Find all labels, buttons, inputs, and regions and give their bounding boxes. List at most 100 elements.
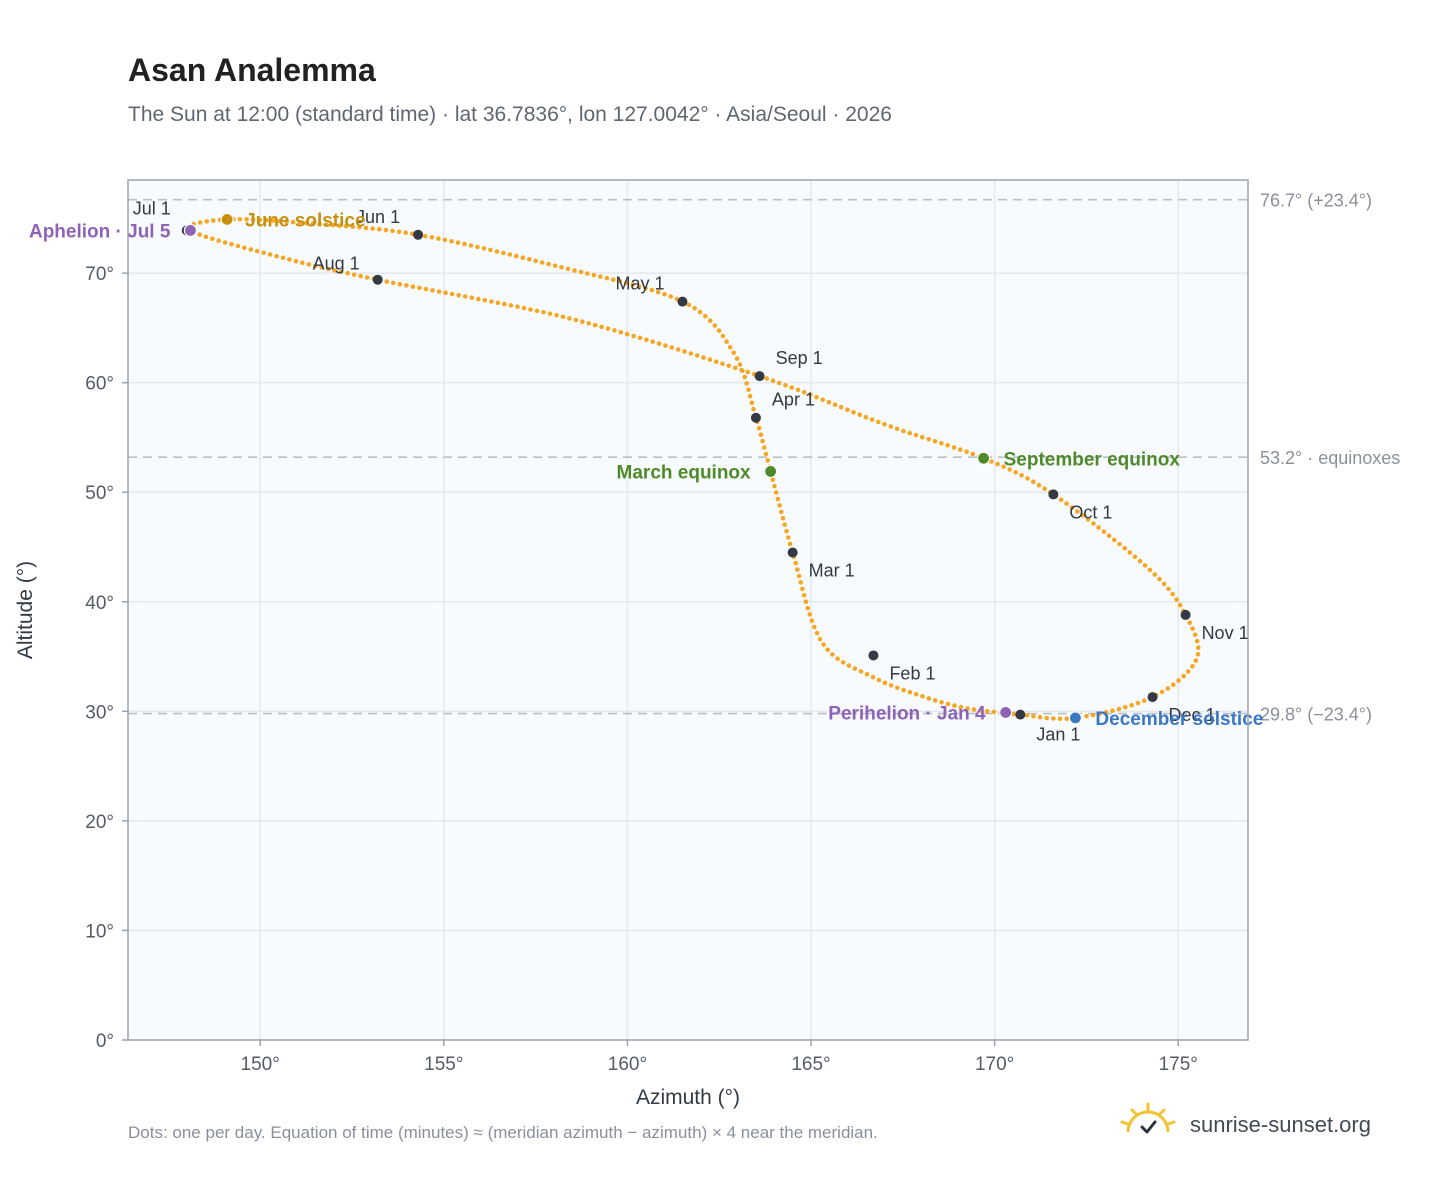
y-tick-label: 30° xyxy=(85,702,114,723)
daily-sun-dot xyxy=(495,300,501,306)
daily-sun-dot xyxy=(727,344,733,350)
daily-sun-dot xyxy=(920,434,925,440)
daily-sun-dot xyxy=(907,430,912,436)
daily-sun-dot xyxy=(864,671,870,677)
daily-sun-dot xyxy=(229,242,234,247)
daily-sun-dot xyxy=(763,451,769,457)
y-tick-label: 10° xyxy=(85,921,114,942)
daily-sun-dot xyxy=(737,362,743,367)
daily-sun-dot xyxy=(808,392,813,398)
daily-sun-dot xyxy=(469,295,475,301)
daily-sun-dot xyxy=(773,490,779,495)
daily-sun-dot xyxy=(248,247,254,252)
daily-sun-dot xyxy=(1129,702,1134,708)
daily-sun-dot xyxy=(630,282,635,287)
daily-sun-dot xyxy=(1007,467,1012,472)
daily-sun-dot xyxy=(1025,476,1030,481)
daily-sun-dot xyxy=(210,236,215,242)
daily-sun-dot xyxy=(552,263,558,269)
daily-sun-dot xyxy=(410,284,416,290)
daily-sun-dot xyxy=(814,630,820,636)
daily-sun-dot xyxy=(623,280,629,286)
daily-sun-dot xyxy=(280,255,286,261)
daily-sun-dot xyxy=(1057,716,1063,722)
daily-sun-dot xyxy=(1110,708,1115,713)
daily-sun-dot xyxy=(805,605,811,611)
reference-line-label: 53.2° · equinoxes xyxy=(1260,448,1400,468)
daily-sun-dot xyxy=(663,343,668,348)
daily-sun-dot xyxy=(396,229,402,235)
daily-sun-dot xyxy=(1042,486,1047,492)
daily-sun-dot xyxy=(1165,686,1171,691)
daily-sun-dot xyxy=(599,324,604,330)
daily-sun-dot xyxy=(429,235,435,240)
daily-sun-dot xyxy=(801,390,807,395)
daily-sun-dot xyxy=(520,255,526,260)
daily-sun-dot xyxy=(826,399,832,405)
daily-sun-dot xyxy=(515,304,520,310)
reference-line-label: 76.7° (+23.4°) xyxy=(1260,191,1372,211)
daily-sun-dot xyxy=(1101,529,1107,534)
daily-sun-dot xyxy=(845,407,850,413)
daily-sun-dot xyxy=(1011,711,1016,717)
daily-sun-dot xyxy=(343,223,349,229)
daily-sun-dot xyxy=(1181,673,1186,679)
daily-sun-dot xyxy=(692,306,697,311)
month-label: Jun 1 xyxy=(356,207,400,227)
daily-sun-dot xyxy=(351,272,357,278)
daily-sun-dot xyxy=(913,432,919,438)
month-label: Oct 1 xyxy=(1069,502,1112,522)
daily-sun-dot xyxy=(370,226,376,231)
daily-sun-dot xyxy=(1159,689,1165,695)
daily-sun-dot xyxy=(939,441,944,446)
daily-sun-dot xyxy=(1171,682,1176,687)
daily-sun-dot xyxy=(798,580,803,585)
daily-sun-dot xyxy=(882,680,888,686)
daily-sun-dot xyxy=(863,414,869,420)
daily-sun-dot xyxy=(1185,669,1191,674)
daily-sun-dot xyxy=(1085,517,1091,522)
daily-sun-dot xyxy=(932,698,938,703)
daily-sun-dot xyxy=(297,220,303,225)
daily-sun-dot xyxy=(694,353,700,358)
brand-logo[interactable]: sunrise-sunset.org xyxy=(1120,1100,1420,1150)
daily-sun-dot xyxy=(254,248,260,254)
month-label: Sep 1 xyxy=(776,348,823,368)
daily-sun-dot xyxy=(319,265,325,270)
daily-sun-dot xyxy=(605,326,611,331)
chart-subtitle: The Sun at 12:00 (standard time) · lat 3… xyxy=(128,103,892,126)
daily-sun-dot xyxy=(682,349,687,354)
daily-sun-dot xyxy=(377,226,382,232)
event-marker xyxy=(183,223,198,237)
daily-sun-dot xyxy=(1024,713,1030,718)
daily-sun-dot xyxy=(1013,470,1018,475)
event-marker xyxy=(977,451,991,465)
daily-sun-dot xyxy=(800,586,805,592)
daily-sun-dot xyxy=(507,252,513,257)
daily-sun-dot xyxy=(323,222,329,227)
daily-sun-dot xyxy=(1177,602,1183,608)
brand-name: sunrise-sunset.org xyxy=(1190,1112,1371,1137)
daily-sun-dot xyxy=(789,385,794,390)
daily-sun-dot xyxy=(1031,714,1036,719)
daily-sun-dot xyxy=(786,535,791,540)
daily-sun-dot xyxy=(782,522,787,527)
daily-sun-dot xyxy=(624,331,630,337)
month-label: Feb 1 xyxy=(889,663,935,683)
month-label: Dec 1 xyxy=(1169,705,1216,725)
daily-sun-dot xyxy=(304,220,309,226)
daily-sun-dot xyxy=(284,219,289,224)
reference-line-label: 29.8° (−23.4°) xyxy=(1260,705,1372,725)
daily-sun-dot xyxy=(830,652,835,657)
daily-sun-dot xyxy=(580,319,585,325)
daily-sun-dot xyxy=(876,677,882,683)
plot-frame xyxy=(127,179,1249,1041)
daily-sun-dot xyxy=(264,217,269,223)
daily-sun-dot xyxy=(598,274,603,279)
daily-sun-dot xyxy=(779,509,784,515)
daily-sun-dot xyxy=(964,449,969,455)
daily-sun-dot xyxy=(995,461,1000,467)
daily-sun-dot xyxy=(197,220,203,225)
event-marker xyxy=(999,705,1013,720)
daily-sun-dot xyxy=(541,310,546,315)
